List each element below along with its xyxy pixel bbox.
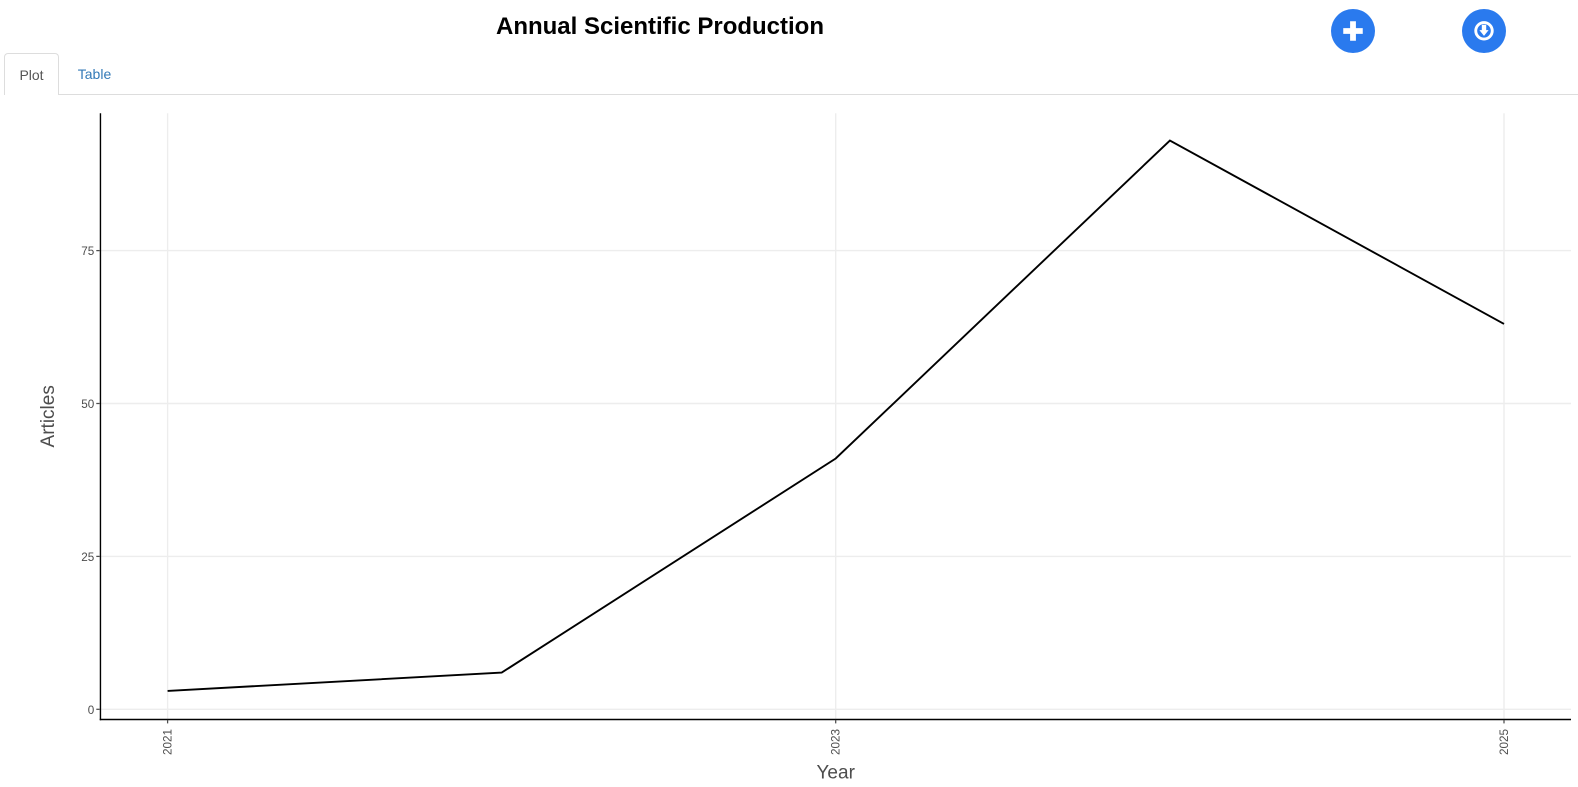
svg-text:2023: 2023 xyxy=(830,729,843,755)
svg-text:0: 0 xyxy=(88,704,95,717)
svg-text:2021: 2021 xyxy=(162,729,175,755)
svg-text:75: 75 xyxy=(81,245,95,258)
svg-text:2025: 2025 xyxy=(1498,729,1511,756)
svg-text:50: 50 xyxy=(81,398,95,411)
svg-text:25: 25 xyxy=(81,551,95,564)
svg-text:Year: Year xyxy=(817,763,856,784)
svg-text:Articles: Articles xyxy=(38,385,59,447)
